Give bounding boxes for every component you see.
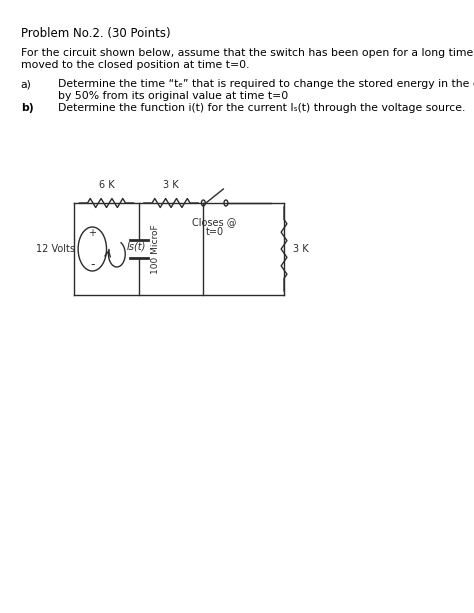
Text: Determine the function i(t) for the current Iₛ(t) through the voltage source.: Determine the function i(t) for the curr… — [58, 103, 465, 113]
Text: 6 K: 6 K — [99, 180, 114, 190]
Text: 3 K: 3 K — [293, 244, 309, 254]
Text: Closes @: Closes @ — [192, 217, 237, 227]
Text: 3 K: 3 K — [163, 180, 179, 190]
Text: 100 MicroF: 100 MicroF — [151, 224, 160, 274]
Text: +: + — [88, 228, 96, 238]
Text: t=0: t=0 — [206, 227, 224, 237]
Text: -: - — [90, 259, 94, 272]
Text: b): b) — [21, 103, 33, 113]
Text: Problem No.2. (30 Points): Problem No.2. (30 Points) — [21, 27, 170, 40]
Text: 12 Volts: 12 Volts — [36, 244, 75, 254]
Text: by 50% from its original value at time t=0: by 50% from its original value at time t… — [58, 91, 288, 101]
Text: For the circuit shown below, assume that the switch has been open for a long tim: For the circuit shown below, assume that… — [21, 48, 474, 58]
Text: a): a) — [21, 79, 32, 89]
Text: Determine the time “tₑ” that is required to change the stored energy in the capa: Determine the time “tₑ” that is required… — [58, 79, 474, 89]
Text: Is(t): Is(t) — [127, 241, 146, 251]
Text: moved to the closed position at time t=0.: moved to the closed position at time t=0… — [21, 60, 249, 70]
